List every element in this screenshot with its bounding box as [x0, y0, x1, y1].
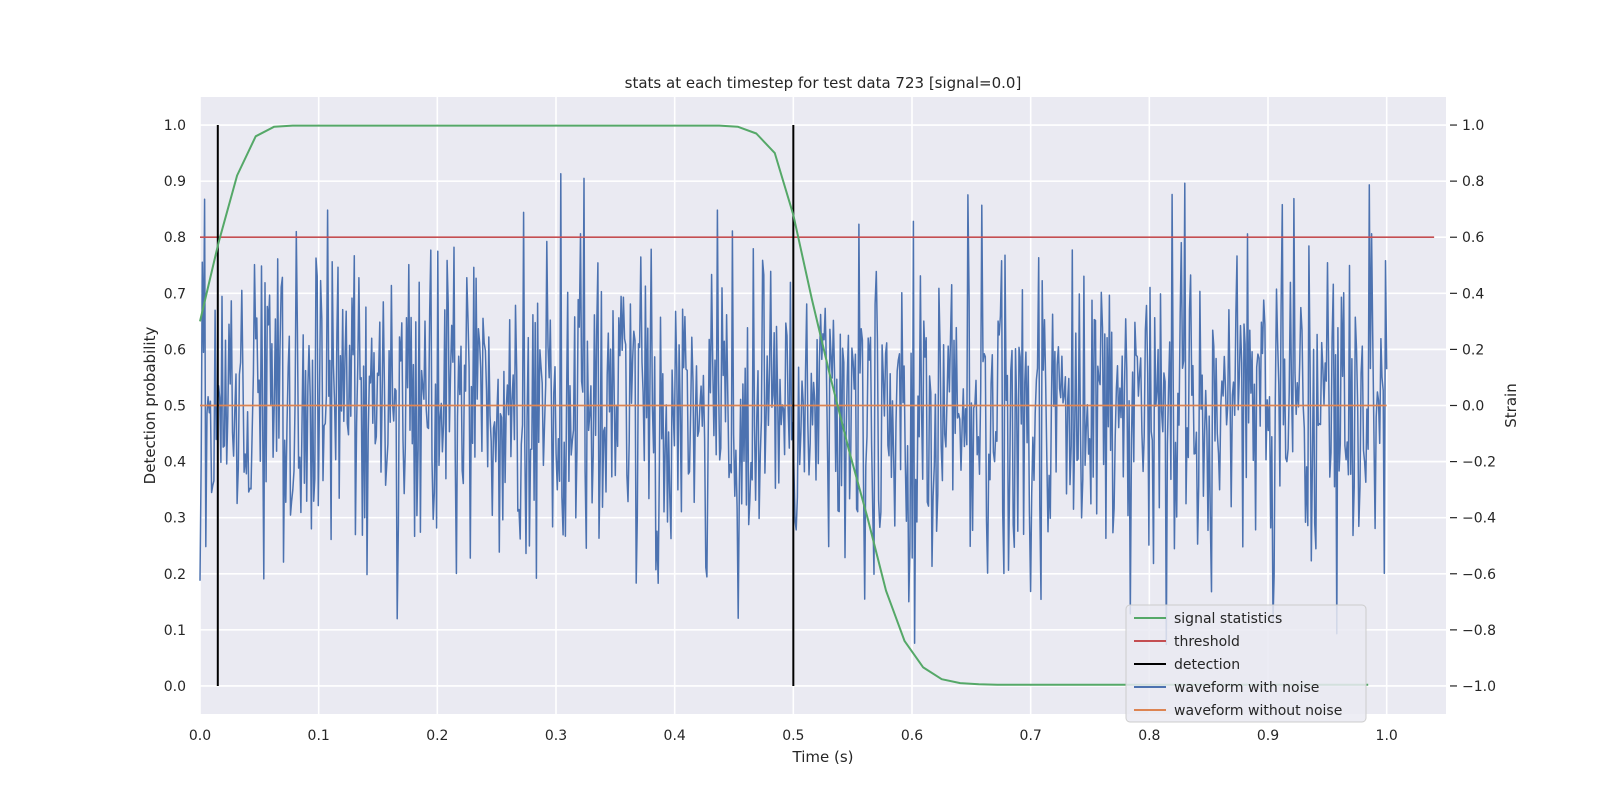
series-layer — [199, 124, 1435, 686]
y2-tick-label: 0.6 — [1462, 230, 1484, 246]
x-tick-label: 1.0 — [1376, 728, 1398, 744]
x-tick-label: 0.1 — [308, 728, 330, 744]
y2-tick-label: 0.8 — [1462, 174, 1484, 190]
legend-label: threshold — [1174, 634, 1240, 650]
y-tick-label: 0.2 — [164, 567, 186, 583]
x-tick-label: 0.2 — [426, 728, 448, 744]
y2-tick-label: −0.2 — [1462, 455, 1496, 471]
legend-box — [1125, 604, 1367, 723]
x-tick-label: 0.9 — [1257, 728, 1279, 744]
series-signal-statistics-line — [199, 124, 1369, 686]
y-tick-label: 0.3 — [164, 511, 186, 527]
y2-tick-label: 0.4 — [1462, 286, 1484, 302]
y-tick-label: 0.8 — [164, 230, 186, 246]
legend-label: signal statistics — [1174, 611, 1282, 627]
y-tick-label: 0.4 — [164, 455, 186, 471]
y2-tick-label: −1.0 — [1462, 679, 1496, 695]
y-tick-label: 0.5 — [164, 399, 186, 415]
y-tick-label: 0.7 — [164, 286, 186, 302]
x-tick-label: 0.4 — [664, 728, 686, 744]
y2-tick-label: −0.6 — [1462, 567, 1496, 583]
y-tick-label: 0.9 — [164, 174, 186, 190]
chart-title: stats at each timestep for test data 723… — [625, 74, 1022, 92]
y2-tick-label: −0.4 — [1462, 511, 1496, 527]
axes: 0.0 0.1 0.2 0.3 0.4 0.5 0.6 0.7 0.8 0.9 1.0 0.0 0.1 0… — [164, 118, 1496, 744]
y2-tick-label: 1.0 — [1462, 118, 1484, 134]
x-tick-label: 0.0 — [189, 728, 211, 744]
y-tick-label: 1.0 — [164, 118, 186, 134]
y2-tick-label: −0.8 — [1462, 623, 1496, 639]
y2-axis-label: Strain — [1502, 383, 1520, 427]
y-tick-label: 0.1 — [164, 623, 186, 639]
y2-tick-label: 0.2 — [1462, 342, 1484, 358]
y-tick-label: 0.6 — [164, 342, 186, 358]
x-tick-label: 0.5 — [782, 728, 804, 744]
y-tick-label: 0.0 — [164, 679, 186, 695]
legend-label: waveform with noise — [1174, 680, 1319, 696]
y2-tick-label: 0.0 — [1462, 399, 1484, 415]
x-tick-label: 0.3 — [545, 728, 567, 744]
x-tick-label: 0.6 — [901, 728, 923, 744]
y-axis-label: Detection probability — [141, 327, 159, 485]
legend: signal statistics threshold detection wavef… — [1125, 604, 1367, 723]
legend-label: waveform without noise — [1174, 703, 1342, 719]
x-tick-label: 0.7 — [1020, 728, 1042, 744]
legend-label: detection — [1174, 657, 1240, 673]
x-tick-label: 0.8 — [1138, 728, 1160, 744]
x-axis-label: Time (s) — [792, 748, 854, 766]
